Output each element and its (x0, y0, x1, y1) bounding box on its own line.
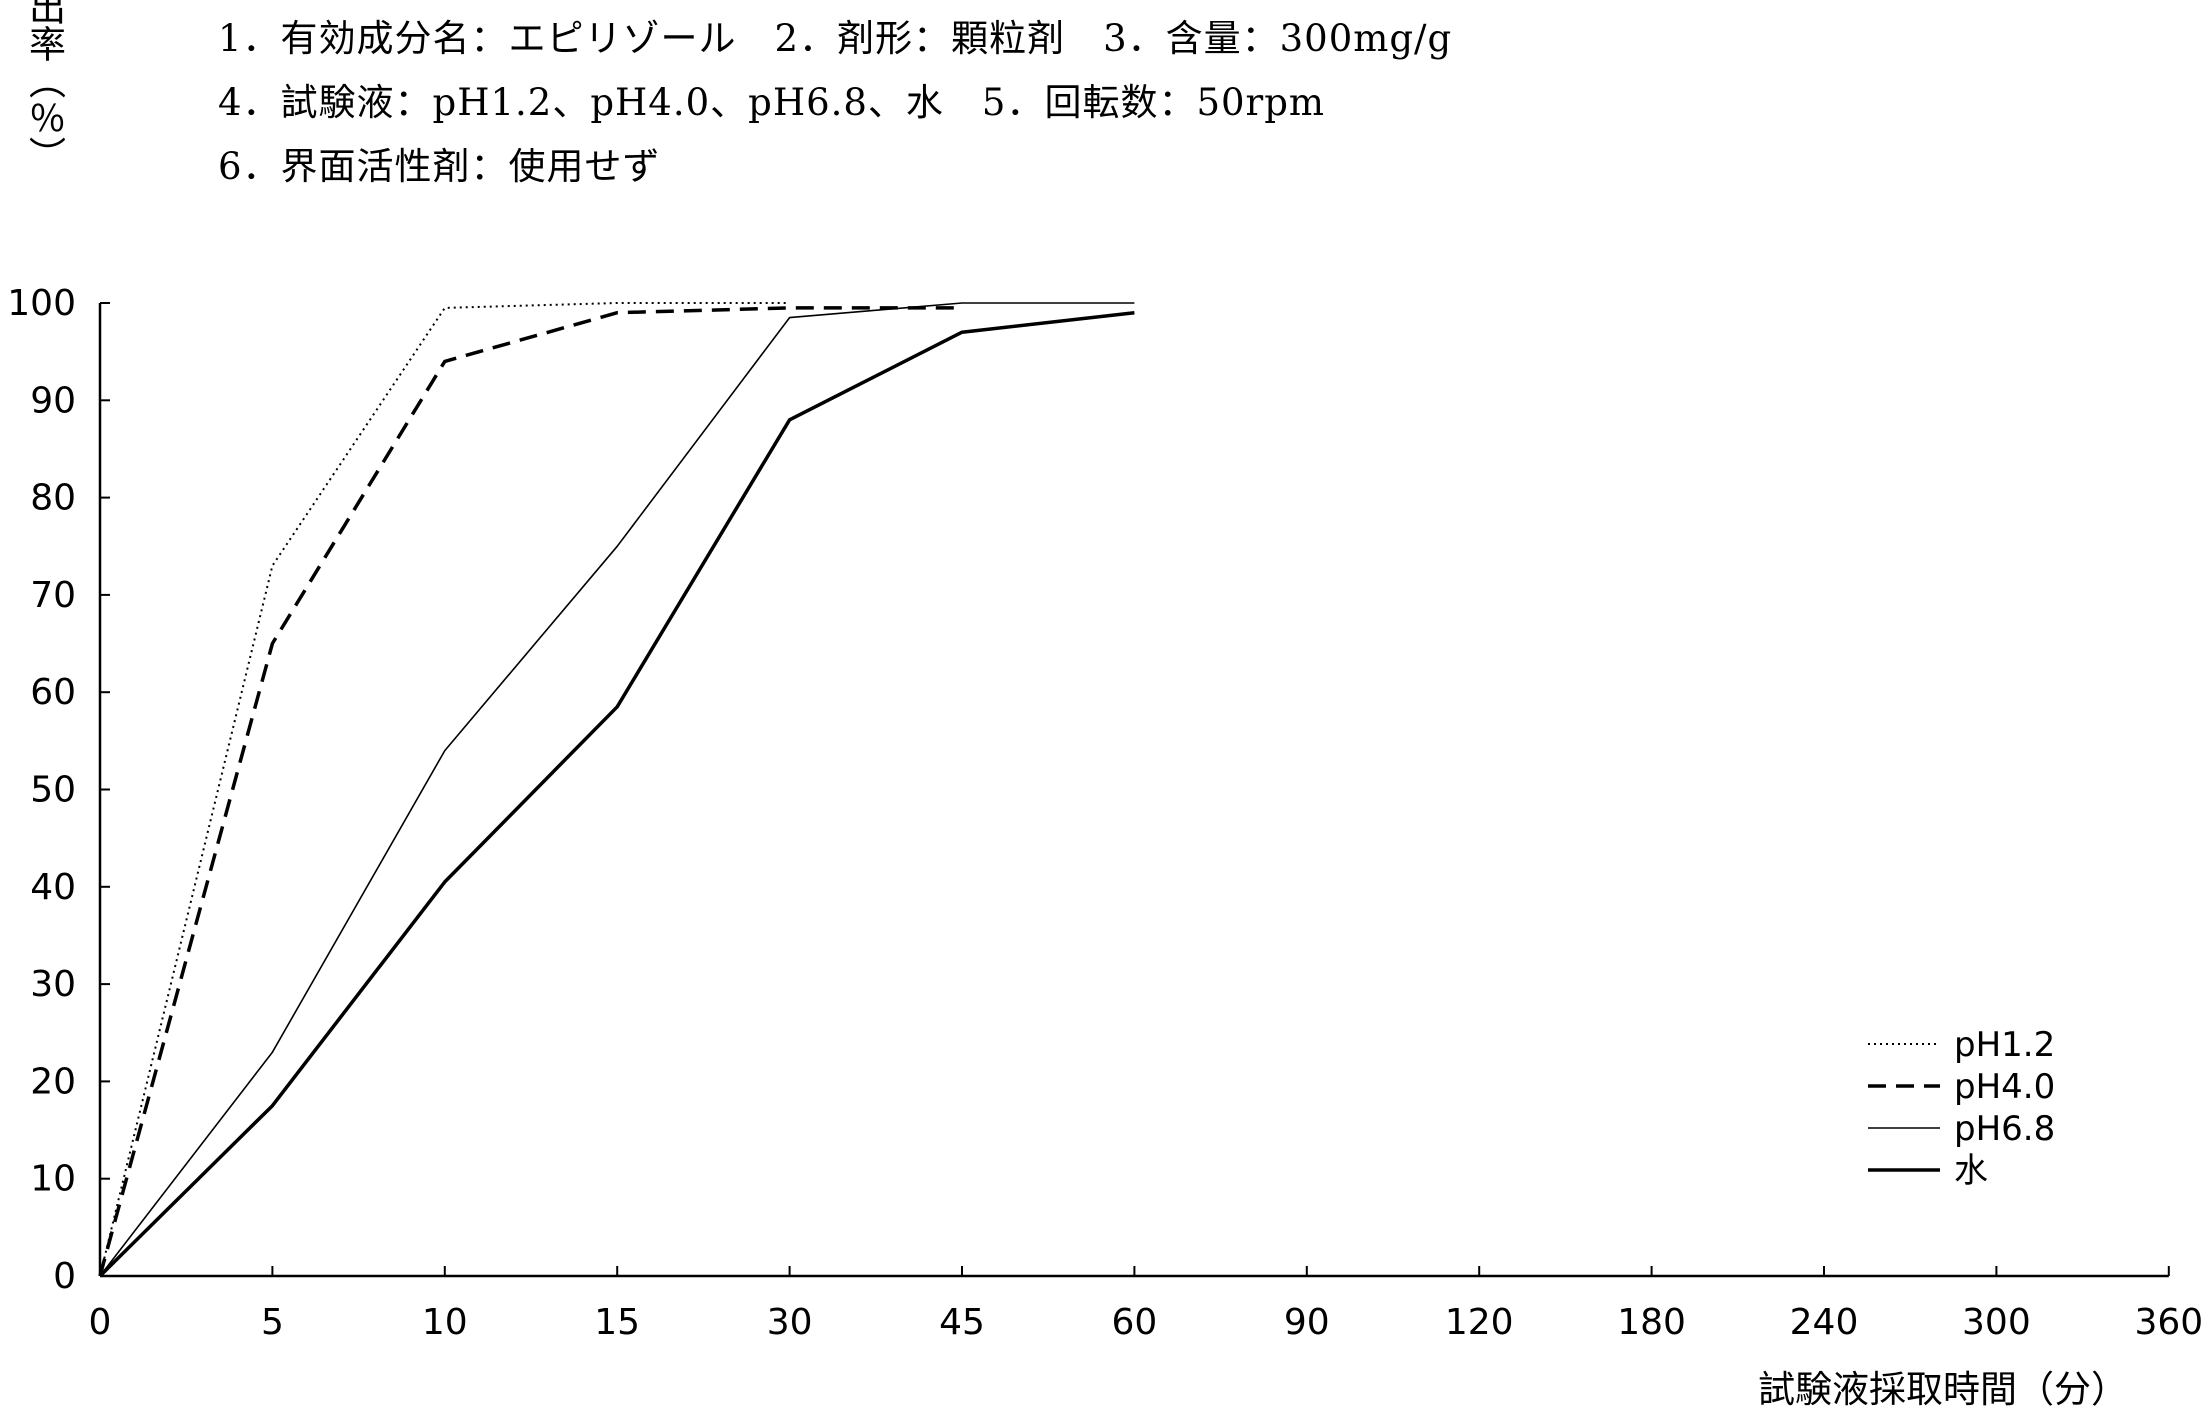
x-tick-label: 30 (767, 1302, 813, 1343)
y-tick-label: 20 (30, 1061, 76, 1102)
x-axis-title: 試験液採取時間（分） (1758, 1368, 2128, 1411)
series-line-1 (99, 302, 790, 1277)
condition-line-2: 4．試験液：pH1.2、pH4.0、pH6.8、水 5．回転数：50rpm (218, 81, 1325, 124)
y-tick-label: 80 (30, 478, 76, 519)
y-tick-label: 90 (30, 380, 76, 421)
x-tick-label: 45 (939, 1302, 985, 1343)
series-line-2 (98, 306, 962, 1277)
x-tick-label: 300 (1962, 1302, 2031, 1343)
x-tick-label: 15 (594, 1302, 640, 1343)
x-tick-label: 10 (422, 1302, 468, 1343)
series-layer (98, 302, 1135, 1278)
legend-label-3: pH6.8 (1954, 1109, 2055, 1149)
x-tick-label: 0 (89, 1302, 112, 1343)
series-line-3 (99, 302, 1135, 1277)
x-tick-label: 120 (1445, 1302, 1514, 1343)
y-tick-label: 40 (30, 867, 76, 908)
condition-line-1: 1．有効成分名：エピリゾール 2．剤形：顆粒剤 3．含量：300mg/g (218, 17, 1453, 60)
y-tick-label: 50 (30, 770, 76, 811)
y-tick-label: 10 (30, 1159, 76, 1200)
legend-label-2: pH4.0 (1954, 1067, 2055, 1107)
x-tick-label: 360 (2134, 1302, 2203, 1343)
y-tick-label: 30 (30, 964, 76, 1005)
y-tick-label: 0 (53, 1256, 76, 1297)
y-tick-label: 70 (30, 575, 76, 616)
x-tick-label: 240 (1790, 1302, 1859, 1343)
y-tick-label: 60 (30, 672, 76, 713)
legend-label-1: pH1.2 (1954, 1025, 2055, 1065)
x-tick-label: 180 (1617, 1302, 1686, 1343)
condition-line-3: 6．界面活性剤：使用せず (218, 145, 661, 188)
y-tick-label: 100 (7, 283, 76, 324)
x-tick-label: 90 (1284, 1302, 1330, 1343)
axes-layer: 0 10 20 30 40 50 60 70 80 90 100 0 5 10 15 30 45 60 90 120 1… (7, 283, 2203, 1343)
series-line-4 (98, 310, 1135, 1278)
y-axis-title: 溶出率（％） (23, 0, 67, 173)
x-tick-label: 60 (1111, 1302, 1157, 1343)
legend-label-4: 水 (1954, 1151, 1988, 1191)
x-tick-label: 5 (261, 1302, 284, 1343)
